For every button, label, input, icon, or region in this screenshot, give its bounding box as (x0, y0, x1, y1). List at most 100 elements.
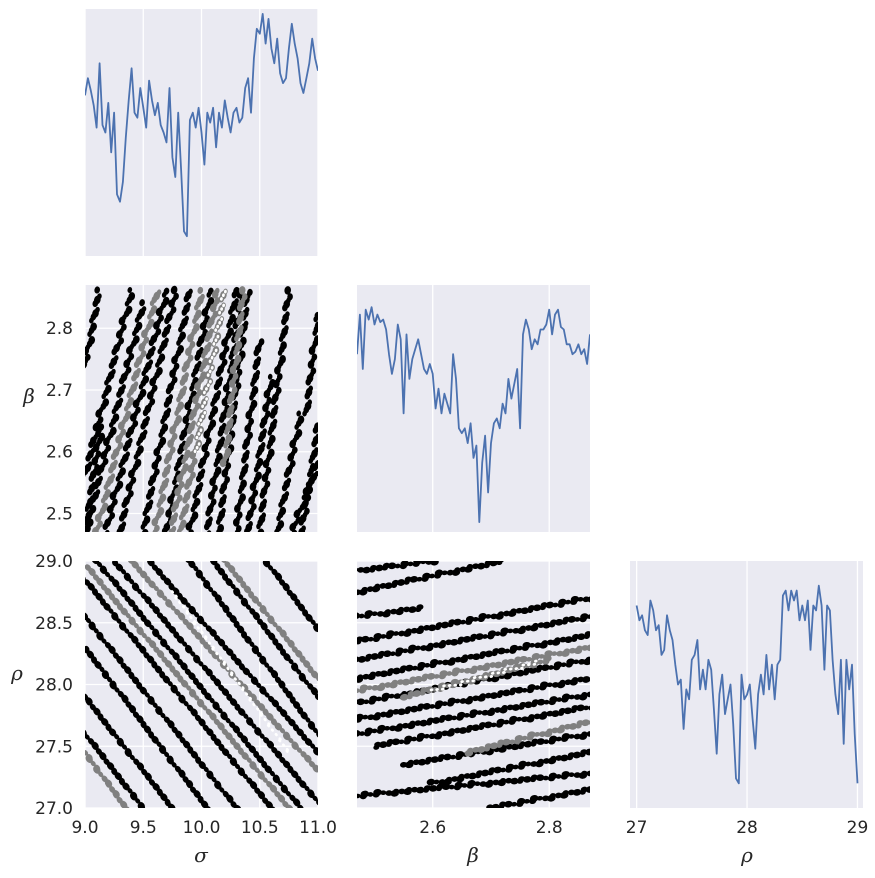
scatter-point (374, 712, 381, 717)
scatter-point (546, 728, 553, 734)
scatter-point (197, 422, 201, 426)
scatter-point (307, 790, 315, 799)
scatter-point (235, 525, 242, 532)
scatter-point (313, 766, 318, 773)
scatter-point (97, 580, 103, 586)
scatter-point (229, 758, 238, 767)
scatter-point (560, 754, 569, 762)
scatter-point (483, 721, 493, 729)
scatter-point (532, 662, 537, 666)
scatter-point (478, 613, 487, 620)
scatter-point (518, 760, 527, 768)
scatter-point (411, 736, 418, 742)
scatter-point (149, 642, 156, 649)
scatter-point (364, 610, 374, 617)
scatter-point (265, 800, 273, 808)
scatter-point (430, 659, 439, 666)
scatter-point (89, 495, 95, 502)
scatter-point (155, 707, 163, 716)
scatter-point (467, 747, 474, 753)
scatter-point (116, 480, 124, 490)
scatter-point (224, 447, 232, 457)
scatter-point (117, 658, 123, 665)
scatter-point (85, 755, 93, 763)
y-tick-label: 2.6 (46, 443, 73, 463)
scatter-point (218, 321, 222, 325)
scatter-point (148, 580, 156, 589)
scatter-point (433, 779, 440, 785)
scatter-point (367, 636, 374, 642)
scatter-point (543, 699, 550, 705)
scatter-point (176, 494, 183, 502)
scatter-point (272, 621, 278, 628)
scatter-point (86, 650, 95, 659)
scatter-point (247, 431, 254, 439)
scatter-point (156, 454, 162, 462)
scatter-point (259, 733, 265, 739)
scatter-point (275, 753, 281, 759)
scatter-point (210, 355, 214, 360)
scatter-point (398, 739, 405, 745)
scatter-point (387, 562, 397, 570)
scatter-point (480, 769, 490, 777)
scatter-point (308, 476, 315, 485)
scatter-point (129, 792, 138, 801)
scatter-point (182, 385, 188, 392)
scatter-point (171, 525, 177, 532)
scatter-point (206, 383, 210, 387)
scatter-point (186, 685, 192, 691)
scatter-point (242, 667, 251, 676)
scatter-point (516, 645, 523, 651)
scatter-point (137, 588, 143, 595)
scatter-point (148, 359, 154, 366)
scatter-point (112, 597, 120, 606)
scatter-point (469, 709, 479, 716)
scatter-point (440, 687, 445, 691)
scatter-point (251, 646, 260, 655)
scatter-point (289, 460, 296, 468)
scatter-point (467, 695, 474, 701)
scatter-point (209, 328, 214, 335)
x-tick-label: 10.0 (183, 818, 221, 838)
scatter-point (160, 793, 168, 802)
sigma-marginal-panel (85, 9, 318, 256)
scatter-point (420, 561, 427, 565)
scatter-point (311, 689, 317, 696)
scatter-point (143, 336, 150, 344)
y-tick-label: 27.0 (35, 799, 73, 819)
scatter-point (284, 286, 292, 295)
scatter-point (526, 656, 533, 662)
scatter-point (496, 718, 506, 726)
scatter-point (144, 692, 150, 698)
scatter-point (450, 678, 460, 686)
scatter-point (194, 632, 203, 640)
scatter-point (216, 452, 223, 462)
scatter-point (203, 400, 207, 405)
scatter-point (422, 572, 431, 580)
scatter-point (150, 305, 158, 314)
scatter-point (465, 615, 475, 623)
scatter-point (503, 667, 507, 671)
scatter-point (116, 618, 122, 624)
scatter-point (218, 641, 225, 647)
scatter-point (521, 687, 528, 693)
scatter-point (233, 742, 241, 751)
scatter-point (581, 719, 590, 727)
scatter-point (95, 592, 103, 601)
scatter-point (180, 519, 187, 529)
scatter-point (121, 323, 127, 331)
scatter-point (162, 595, 168, 601)
scatter-point (475, 633, 484, 640)
scatter-point (534, 685, 541, 690)
scatter-point (117, 442, 124, 450)
scatter-point (135, 798, 141, 804)
scatter-point (146, 655, 155, 664)
scatter-point (187, 624, 193, 631)
scatter-point (512, 764, 519, 770)
sigma-rho-panel: 9.0 9.5 10.0 10.5 11.0 27.0 27.5 28.0 28.5 29.0 (35, 552, 337, 838)
scatter-point (251, 723, 257, 729)
scatter-point (214, 348, 218, 353)
scatter-point (154, 468, 160, 476)
scatter-point (568, 694, 575, 700)
